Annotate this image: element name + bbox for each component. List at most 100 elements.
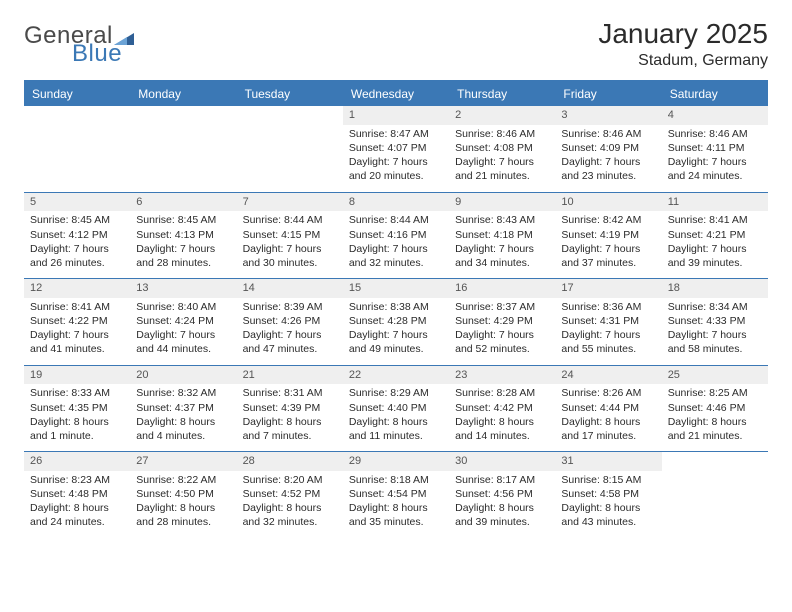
- day-number: 11: [662, 193, 768, 212]
- day-line-sunset: Sunset: 4:58 PM: [561, 487, 655, 501]
- day-number: 24: [555, 366, 661, 385]
- day-line-sunset: Sunset: 4:29 PM: [455, 314, 549, 328]
- day-details: Sunrise: 8:29 AMSunset: 4:40 PMDaylight:…: [347, 386, 445, 443]
- day-line-sunset: Sunset: 4:28 PM: [349, 314, 443, 328]
- day-line-day1: Daylight: 8 hours: [455, 415, 549, 429]
- day-details: Sunrise: 8:17 AMSunset: 4:56 PMDaylight:…: [453, 473, 551, 530]
- day-line-sunset: Sunset: 4:52 PM: [243, 487, 337, 501]
- day-number: 12: [24, 279, 130, 298]
- day-line-sunrise: Sunrise: 8:18 AM: [349, 473, 443, 487]
- day-number: 26: [24, 452, 130, 471]
- day-cell: 24Sunrise: 8:26 AMSunset: 4:44 PMDayligh…: [555, 366, 661, 452]
- day-line-day2: and 28 minutes.: [136, 515, 230, 529]
- weekday-heading: Tuesday: [237, 82, 343, 106]
- day-cell: 19Sunrise: 8:33 AMSunset: 4:35 PMDayligh…: [24, 366, 130, 452]
- day-line-sunrise: Sunrise: 8:41 AM: [668, 213, 762, 227]
- day-number: 18: [662, 279, 768, 298]
- day-line-day1: Daylight: 7 hours: [455, 328, 549, 342]
- day-line-day2: and 26 minutes.: [30, 256, 124, 270]
- day-number: 8: [343, 193, 449, 212]
- day-line-sunset: Sunset: 4:40 PM: [349, 401, 443, 415]
- day-details: Sunrise: 8:41 AMSunset: 4:22 PMDaylight:…: [28, 300, 126, 357]
- day-cell: 3 Sunrise: 8:46 AMSunset: 4:09 PMDaylight…: [555, 106, 661, 192]
- day-cell: [24, 106, 130, 192]
- day-line-day1: Daylight: 7 hours: [136, 242, 230, 256]
- day-line-sunset: Sunset: 4:13 PM: [136, 228, 230, 242]
- day-line-sunset: Sunset: 4:24 PM: [136, 314, 230, 328]
- day-line-day1: Daylight: 8 hours: [561, 415, 655, 429]
- day-line-sunrise: Sunrise: 8:26 AM: [561, 386, 655, 400]
- day-number: 17: [555, 279, 661, 298]
- day-line-sunrise: Sunrise: 8:45 AM: [30, 213, 124, 227]
- calendar-body: 1Sunrise: 8:47 AMSunset: 4:07 PMDaylight…: [24, 106, 768, 538]
- day-line-day1: Daylight: 8 hours: [136, 501, 230, 515]
- day-line-sunset: Sunset: 4:48 PM: [30, 487, 124, 501]
- day-line-sunrise: Sunrise: 8:32 AM: [136, 386, 230, 400]
- day-line-sunrise: Sunrise: 8:40 AM: [136, 300, 230, 314]
- day-line-sunrise: Sunrise: 8:44 AM: [349, 213, 443, 227]
- day-cell: 6Sunrise: 8:45 AMSunset: 4:13 PMDaylight…: [130, 193, 236, 279]
- day-details: Sunrise: 8:26 AMSunset: 4:44 PMDaylight:…: [559, 386, 657, 443]
- day-number: 29: [343, 452, 449, 471]
- day-line-sunrise: Sunrise: 8:38 AM: [349, 300, 443, 314]
- day-details: Sunrise: 8:28 AMSunset: 4:42 PMDaylight:…: [453, 386, 551, 443]
- day-number: 27: [130, 452, 236, 471]
- day-details: Sunrise: 8:15 AMSunset: 4:58 PMDaylight:…: [559, 473, 657, 530]
- day-line-day1: Daylight: 7 hours: [561, 155, 655, 169]
- day-cell: 27 Sunrise: 8:22 AMSunset: 4:50 PMDayligh…: [130, 452, 236, 538]
- day-line-day1: Daylight: 8 hours: [136, 415, 230, 429]
- day-cell: 7Sunrise: 8:44 AMSunset: 4:15 PMDaylight…: [237, 193, 343, 279]
- day-line-sunset: Sunset: 4:26 PM: [243, 314, 337, 328]
- day-number: 2: [449, 106, 555, 125]
- day-details: Sunrise: 8:36 AMSunset: 4:31 PMDaylight:…: [559, 300, 657, 357]
- day-line-day1: Daylight: 7 hours: [349, 242, 443, 256]
- day-line-sunrise: Sunrise: 8:45 AM: [136, 213, 230, 227]
- day-line-sunrise: Sunrise: 8:46 AM: [668, 127, 762, 141]
- day-details: Sunrise: 8:22 AMSunset: 4:50 PMDaylight:…: [134, 473, 232, 530]
- calendar-page: GeneralBlue January 2025 Stadum, Germany…: [0, 0, 792, 612]
- day-line-sunset: Sunset: 4:18 PM: [455, 228, 549, 242]
- day-cell: 5Sunrise: 8:45 AMSunset: 4:12 PMDaylight…: [24, 193, 130, 279]
- day-line-sunrise: Sunrise: 8:47 AM: [349, 127, 443, 141]
- day-line-sunset: Sunset: 4:37 PM: [136, 401, 230, 415]
- weekday-heading: Friday: [555, 82, 661, 106]
- day-number: 20: [130, 366, 236, 385]
- day-cell: 16Sunrise: 8:37 AMSunset: 4:29 PMDayligh…: [449, 279, 555, 365]
- day-number: 3: [555, 106, 661, 125]
- day-number: 4: [662, 106, 768, 125]
- day-line-day2: and 35 minutes.: [349, 515, 443, 529]
- day-details: Sunrise: 8:25 AMSunset: 4:46 PMDaylight:…: [666, 386, 764, 443]
- day-line-sunrise: Sunrise: 8:20 AM: [243, 473, 337, 487]
- day-cell: 8Sunrise: 8:44 AMSunset: 4:16 PMDaylight…: [343, 193, 449, 279]
- day-cell: 22Sunrise: 8:29 AMSunset: 4:40 PMDayligh…: [343, 366, 449, 452]
- day-line-sunset: Sunset: 4:16 PM: [349, 228, 443, 242]
- day-line-day2: and 34 minutes.: [455, 256, 549, 270]
- day-line-sunrise: Sunrise: 8:44 AM: [243, 213, 337, 227]
- day-line-day2: and 4 minutes.: [136, 429, 230, 443]
- day-cell: 21Sunrise: 8:31 AMSunset: 4:39 PMDayligh…: [237, 366, 343, 452]
- day-cell: 14Sunrise: 8:39 AMSunset: 4:26 PMDayligh…: [237, 279, 343, 365]
- day-number: 30: [449, 452, 555, 471]
- day-line-sunset: Sunset: 4:35 PM: [30, 401, 124, 415]
- weekday-heading: Thursday: [449, 82, 555, 106]
- day-line-day2: and 32 minutes.: [243, 515, 337, 529]
- day-line-day1: Daylight: 8 hours: [243, 415, 337, 429]
- day-number: 15: [343, 279, 449, 298]
- day-number: 21: [237, 366, 343, 385]
- day-number: 19: [24, 366, 130, 385]
- day-number: 22: [343, 366, 449, 385]
- day-cell: 25Sunrise: 8:25 AMSunset: 4:46 PMDayligh…: [662, 366, 768, 452]
- day-details: Sunrise: 8:46 AMSunset: 4:09 PMDaylight:…: [559, 127, 657, 184]
- page-header: GeneralBlue January 2025 Stadum, Germany: [24, 18, 768, 70]
- month-title: January 2025: [598, 18, 768, 50]
- day-line-sunrise: Sunrise: 8:28 AM: [455, 386, 549, 400]
- day-line-sunrise: Sunrise: 8:15 AM: [561, 473, 655, 487]
- day-line-day2: and 39 minutes.: [455, 515, 549, 529]
- day-line-day2: and 24 minutes.: [668, 169, 762, 183]
- day-line-sunrise: Sunrise: 8:36 AM: [561, 300, 655, 314]
- day-details: Sunrise: 8:32 AMSunset: 4:37 PMDaylight:…: [134, 386, 232, 443]
- week-row: 19Sunrise: 8:33 AMSunset: 4:35 PMDayligh…: [24, 366, 768, 452]
- day-line-day2: and 43 minutes.: [561, 515, 655, 529]
- day-cell: 13Sunrise: 8:40 AMSunset: 4:24 PMDayligh…: [130, 279, 236, 365]
- day-line-sunset: Sunset: 4:08 PM: [455, 141, 549, 155]
